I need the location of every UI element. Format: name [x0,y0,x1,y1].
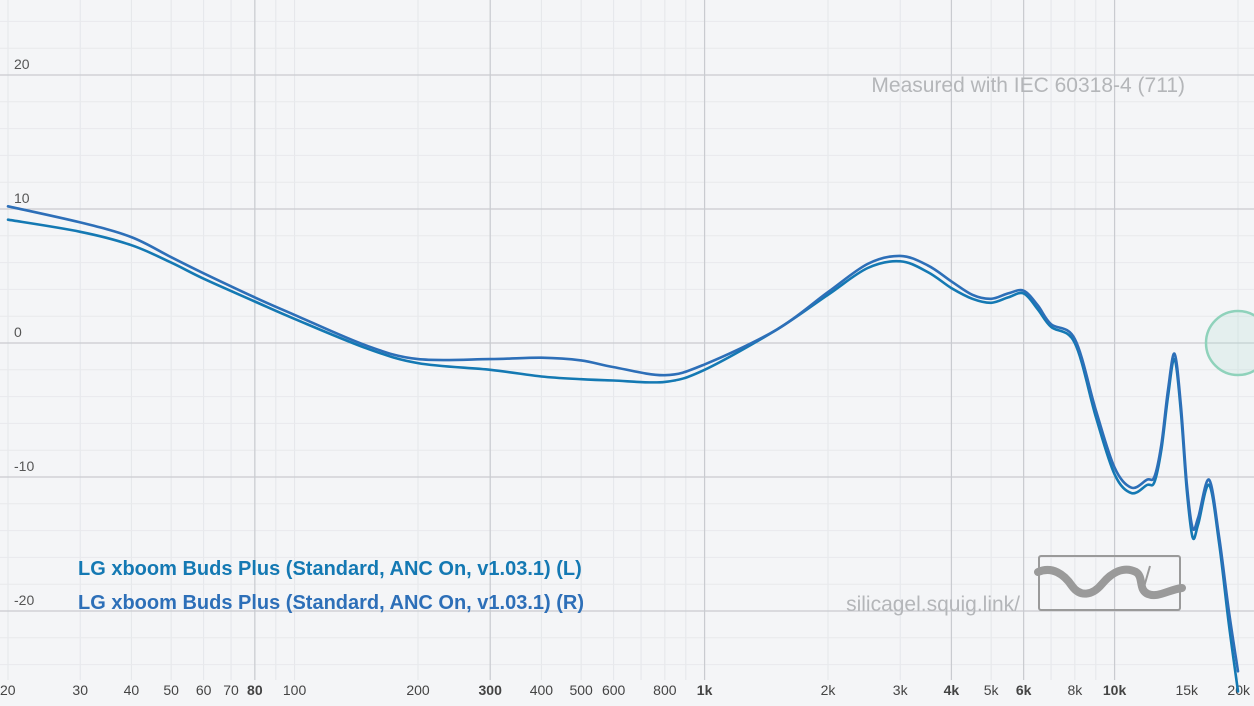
x-tick-label: 200 [406,682,430,698]
y-tick-label: -10 [14,458,34,474]
x-tick-label: 30 [72,682,88,698]
x-tick-label: 2k [821,682,837,698]
x-tick-label: 20 [0,682,16,698]
y-tick-label: -20 [14,592,34,608]
normalization-handle[interactable] [1204,309,1254,377]
x-tick-label: 600 [602,682,626,698]
x-tick-label: 6k [1016,682,1032,698]
site-logo [1034,555,1186,611]
grid [0,0,1254,680]
x-tick-label: 400 [530,682,554,698]
x-tick-label: 15k [1175,682,1199,698]
legend-entry-right: LG xboom Buds Plus (Standard, ANC On, v1… [78,592,584,614]
x-axis-ticks: 20 30 40 50 60 70 80 100 200 300 400 500 600 800 1k 2k 3… [0,682,1251,698]
x-tick-label: 60 [196,682,212,698]
x-tick-label: 40 [124,682,140,698]
x-tick-label: 10k [1103,682,1127,698]
y-tick-label: 0 [14,324,22,340]
x-tick-label: 300 [479,682,503,698]
series-line-right [6,205,1240,673]
x-tick-label: 70 [223,682,239,698]
x-tick-label: 1k [697,682,713,698]
x-tick-label: 5k [984,682,1000,698]
x-tick-label: 4k [944,682,960,698]
measurement-note: Measured with IEC 60318-4 (711) [871,74,1185,97]
x-tick-label: 800 [653,682,677,698]
y-axis-ticks: 20 10 0 -10 -20 [14,56,34,608]
x-tick-label: 20k [1227,682,1251,698]
x-tick-label: 50 [163,682,179,698]
x-tick-label: 8k [1067,682,1083,698]
x-tick-label: 100 [283,682,307,698]
series-curves [6,205,1240,693]
x-tick-label: 500 [569,682,593,698]
y-tick-label: 10 [14,190,30,206]
legend: LG xboom Buds Plus (Standard, ANC On, v1… [78,558,584,614]
site-watermark: silicagel.squig.link/ [846,593,1020,616]
legend-entry-left: LG xboom Buds Plus (Standard, ANC On, v1… [78,558,582,580]
x-tick-label: 80 [247,682,263,698]
x-tick-label: 3k [893,682,909,698]
y-tick-label: 20 [14,56,30,72]
